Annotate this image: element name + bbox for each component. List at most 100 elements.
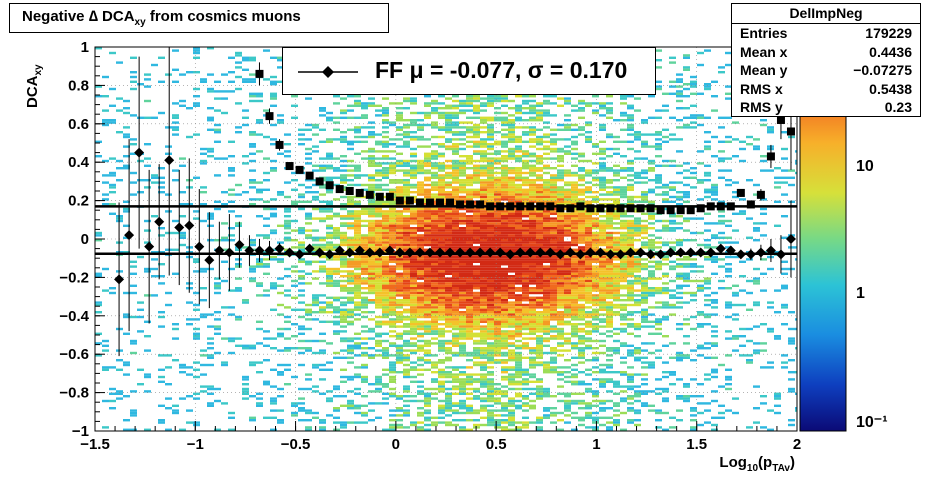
heatmap-cell — [571, 275, 578, 278]
heatmap-cell — [515, 241, 522, 244]
heatmap-cell — [550, 248, 557, 251]
heatmap-cell — [529, 171, 536, 175]
heatmap-cell — [347, 337, 354, 340]
heatmap-cell — [592, 169, 599, 172]
heatmap-cell — [473, 339, 480, 343]
heatmap-cell — [445, 282, 452, 285]
heatmap-cell — [557, 279, 564, 283]
heatmap-cell — [368, 227, 375, 230]
heatmap-cell — [396, 186, 403, 189]
heatmap-cell — [263, 383, 270, 386]
heatmap-cell — [508, 126, 515, 129]
heatmap-cell — [431, 315, 438, 319]
heatmap-cell — [592, 210, 599, 213]
heatmap-cell — [431, 155, 438, 158]
heatmap-cell — [550, 275, 557, 278]
heatmap-cell — [382, 241, 389, 244]
heatmap-cell — [228, 200, 235, 203]
heatmap-cell — [298, 419, 305, 422]
heatmap-cell — [536, 155, 543, 158]
heatmap-cell — [382, 150, 389, 153]
heatmap-cell — [424, 423, 431, 427]
heatmap-cell — [326, 282, 333, 285]
heatmap-cell — [550, 277, 557, 280]
heatmap-cell — [438, 174, 445, 177]
heatmap-cell — [592, 356, 599, 359]
heatmap-cell — [396, 265, 403, 268]
heatmap-cell — [522, 239, 529, 242]
heatmap-cell — [375, 301, 382, 304]
heatmap-cell — [508, 342, 515, 345]
heatmap-cell — [340, 258, 347, 261]
heatmap-cell — [543, 183, 550, 187]
heatmap-cell — [466, 167, 473, 170]
heatmap-cell — [571, 301, 578, 304]
heatmap-cell — [382, 308, 389, 311]
heatmap-cell — [368, 147, 375, 151]
heatmap-cell — [123, 167, 130, 170]
heatmap-cell — [480, 368, 487, 371]
heatmap-cell — [536, 385, 543, 388]
heatmap-cell — [487, 174, 494, 177]
heatmap-cell — [494, 311, 501, 314]
heatmap-cell — [375, 215, 382, 218]
heatmap-cell — [270, 169, 277, 172]
heatmap-cell — [473, 361, 480, 364]
heatmap-cell — [480, 378, 487, 381]
heatmap-cell — [165, 248, 172, 251]
heatmap-cell — [494, 217, 501, 220]
heatmap-cell — [515, 224, 522, 227]
heatmap-cell — [452, 248, 459, 251]
heatmap-cell — [368, 155, 375, 158]
heatmap-cell — [333, 306, 340, 309]
heatmap-cell — [515, 174, 522, 177]
heatmap-cell — [382, 299, 389, 302]
heatmap-cell — [123, 373, 130, 376]
heatmap-cell — [361, 243, 368, 247]
heatmap-cell — [550, 359, 557, 362]
heatmap-cell — [291, 411, 298, 415]
heatmap-cell — [473, 248, 480, 251]
heatmap-cell — [501, 296, 508, 299]
heatmap-cell — [543, 212, 550, 215]
heatmap-cell — [333, 299, 340, 302]
heatmap-cell — [550, 210, 557, 213]
heatmap-cell — [382, 224, 389, 227]
heatmap-cell — [424, 339, 431, 343]
heatmap-cell — [438, 145, 445, 148]
heatmap-cell — [529, 186, 536, 189]
heatmap-cell — [116, 179, 123, 182]
heatmap-cell — [466, 263, 473, 266]
heatmap-cell — [256, 99, 263, 103]
heatmap-cell — [123, 251, 130, 254]
heatmap-cell — [452, 195, 459, 199]
heatmap-cell — [529, 399, 536, 403]
heatmap-cell — [515, 366, 522, 369]
heatmap-cell — [277, 419, 284, 422]
heatmap-cell — [361, 354, 368, 357]
heatmap-cell — [480, 291, 487, 295]
heatmap-cell — [284, 227, 291, 230]
heatmap-cell — [389, 426, 396, 429]
heatmap-cell — [340, 135, 347, 139]
heatmap-cell — [431, 301, 438, 304]
heatmap-cell — [480, 222, 487, 225]
heatmap-cell — [578, 219, 585, 223]
heatmap-cell — [585, 227, 592, 230]
heatmap-cell — [487, 183, 494, 187]
heatmap-cell — [438, 308, 445, 311]
heatmap-cell — [375, 243, 382, 247]
heatmap-cell — [403, 241, 410, 244]
heatmap-cell — [333, 315, 340, 319]
heatmap-cell — [557, 224, 564, 227]
heatmap-cell — [536, 186, 543, 189]
heatmap-cell — [368, 291, 375, 295]
heatmap-cell — [501, 325, 508, 328]
heatmap-cell — [529, 359, 536, 362]
heatmap-cell — [473, 390, 480, 393]
heatmap-cell — [438, 215, 445, 218]
heatmap-cell — [592, 95, 599, 98]
heatmap-cell — [326, 152, 333, 155]
heatmap-cell — [501, 243, 508, 247]
heatmap-cell — [361, 414, 368, 417]
